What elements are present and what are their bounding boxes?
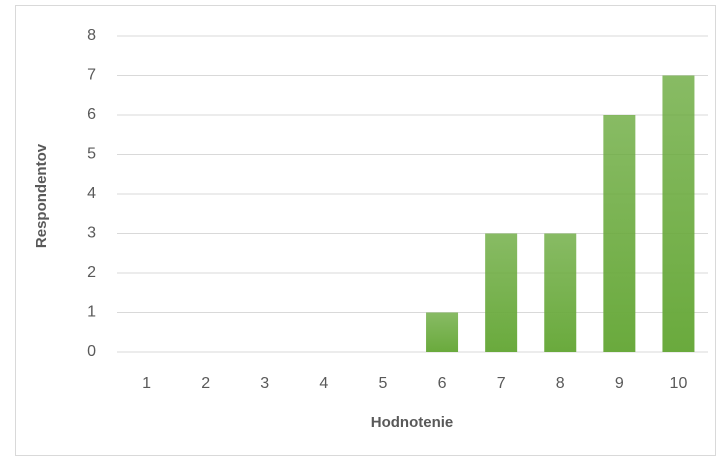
bar: [603, 115, 636, 352]
y-tick-label: 3: [87, 225, 96, 242]
y-tick-label: 2: [87, 264, 96, 281]
y-tick-label: 7: [87, 67, 96, 84]
x-axis-title: Hodnotenie: [371, 414, 454, 431]
x-tick-label: 4: [319, 375, 328, 392]
chart-frame: [15, 5, 716, 456]
y-tick-label: 5: [87, 146, 96, 163]
x-tick-label: 5: [378, 375, 387, 392]
x-tick-label: 3: [260, 375, 269, 392]
x-tick-label: 10: [670, 375, 688, 392]
x-tick-label: 6: [438, 375, 447, 392]
x-tick-label: 2: [201, 375, 210, 392]
y-tick-label: 4: [87, 185, 96, 202]
y-tick-label: 6: [87, 106, 96, 123]
bar: [544, 233, 577, 352]
bar: [662, 75, 695, 352]
x-tick-label: 1: [142, 375, 151, 392]
y-tick-label: 8: [87, 27, 96, 44]
y-tick-label: 1: [87, 304, 96, 321]
y-axis-title: Respondentov: [33, 143, 50, 248]
x-tick-label: 7: [497, 375, 506, 392]
x-tick-label: 8: [556, 375, 565, 392]
bar: [485, 233, 518, 352]
y-tick-label: 0: [87, 343, 96, 360]
x-tick-label: 9: [615, 375, 624, 392]
bar: [426, 312, 459, 352]
